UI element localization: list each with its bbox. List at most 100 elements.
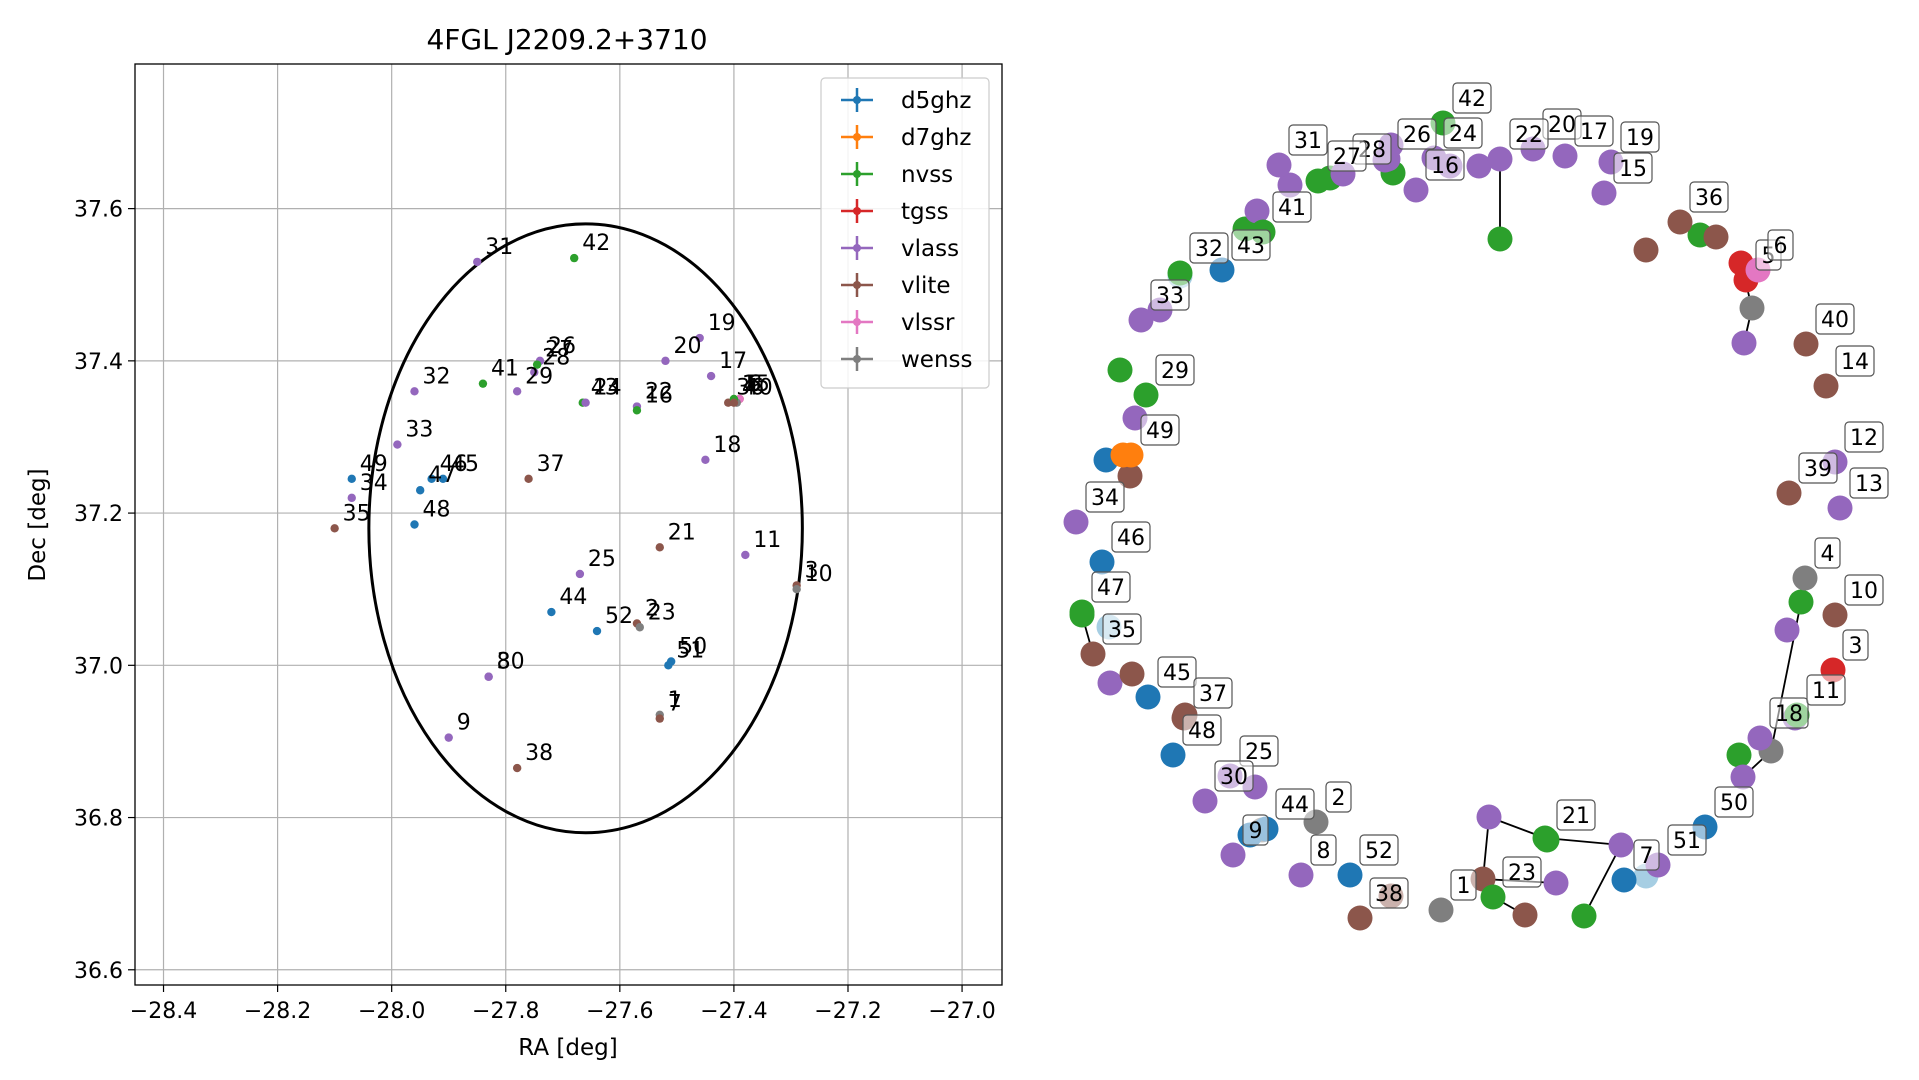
network-label-8: 8	[1310, 834, 1337, 866]
network-label-box	[1397, 118, 1437, 150]
network-label-9: 9	[1242, 814, 1269, 846]
network-label-text: 48	[1188, 719, 1216, 744]
network-label-box	[1574, 115, 1614, 147]
network-label-box	[1667, 824, 1707, 856]
point-label-27: 27	[545, 338, 573, 363]
legend-label: vlite	[901, 273, 951, 299]
network-label-46: 46	[1111, 521, 1151, 553]
network-node-31	[1266, 152, 1292, 178]
network-label-text: 51	[1673, 829, 1701, 854]
point-label-5: 5	[748, 372, 762, 397]
network-label-37: 37	[1193, 677, 1233, 709]
legend-marker	[853, 207, 861, 215]
data-point-33	[393, 440, 402, 449]
network-node-21	[1534, 827, 1560, 853]
x-tick-label: −27.2	[814, 999, 881, 1024]
network-label-2: 2	[1325, 781, 1352, 813]
network-node-27	[1305, 168, 1331, 194]
network-label-34: 34	[1085, 481, 1125, 513]
legend-marker	[853, 170, 861, 178]
network-node-49	[1118, 442, 1144, 468]
data-point-16	[632, 406, 642, 415]
point-label-48: 48	[422, 498, 450, 523]
network-node-29	[1133, 382, 1159, 408]
network-label-22: 22	[1509, 118, 1549, 150]
network-label-31: 31	[1288, 124, 1328, 156]
legend-marker	[853, 244, 861, 252]
legend-entry-d7ghz: d7ghz	[841, 125, 971, 151]
network-node-34	[1063, 509, 1089, 535]
point-label-35: 35	[343, 501, 371, 526]
network-label-7: 7	[1633, 839, 1660, 871]
legend-marker	[853, 96, 861, 104]
point-label-30: 30	[497, 650, 525, 675]
point-label-2: 2	[645, 596, 659, 621]
legend: d5ghz d7ghz nvss tgss vlass vlite vlssr wenss	[820, 77, 990, 389]
network-label-text: 40	[1821, 308, 1849, 333]
data-point-45	[438, 474, 448, 484]
point-label-45: 45	[451, 452, 479, 477]
network-node	[1107, 357, 1133, 383]
point-label-24: 24	[594, 376, 622, 401]
network-node	[1117, 463, 1143, 489]
legend-label: d7ghz	[901, 125, 971, 151]
point-label-46: 46	[440, 452, 468, 477]
legend-entry-nvss: nvss	[841, 162, 953, 188]
network-label-box	[1091, 571, 1131, 603]
network-node-40	[1793, 331, 1819, 357]
data-points	[330, 253, 801, 773]
network-label-text: 4	[1821, 542, 1835, 567]
data-point-23	[635, 623, 644, 632]
network-label-14: 14	[1835, 345, 1875, 377]
data-point-44	[547, 607, 556, 617]
network-label-21: 21	[1556, 799, 1596, 831]
y-tick-label: 36.6	[74, 959, 123, 984]
network-label-text: 38	[1375, 882, 1403, 907]
network-label-text: 33	[1156, 284, 1184, 309]
network-label-box	[1633, 839, 1660, 871]
network-label-30: 30	[1214, 760, 1254, 792]
data-point-47	[415, 486, 425, 495]
network-label-4: 4	[1814, 537, 1841, 569]
network-label-box	[1189, 232, 1229, 264]
network-node	[1730, 764, 1756, 790]
network-label-box	[1310, 834, 1337, 866]
network-label-33: 33	[1150, 279, 1190, 311]
network-label-text: 50	[1720, 791, 1748, 816]
data-point-48	[410, 520, 419, 529]
network-label-box	[1325, 781, 1352, 813]
data-point-24	[581, 398, 590, 407]
network-label-box	[1842, 629, 1869, 661]
network-node-39	[1776, 480, 1802, 506]
point-label-6: 6	[748, 372, 762, 397]
point-label-51: 51	[676, 638, 704, 663]
network-label-text: 20	[1548, 113, 1576, 138]
confidence-ellipse	[367, 222, 804, 835]
network-label-10: 10	[1844, 574, 1884, 606]
network-node	[1512, 902, 1538, 928]
grid	[135, 64, 1002, 985]
network-node-7	[1611, 867, 1637, 893]
point-label-47: 47	[428, 463, 456, 488]
network-node	[1097, 670, 1123, 696]
legend-label: d5ghz	[901, 88, 971, 114]
network-label-39: 39	[1798, 452, 1838, 484]
network-node-45	[1135, 684, 1161, 710]
network-label-box	[1239, 735, 1279, 767]
data-point-8	[484, 672, 493, 681]
x-tick-label: −27.8	[472, 999, 539, 1024]
network-label-box	[1814, 537, 1841, 569]
network-label-38: 38	[1369, 877, 1409, 909]
network-label-3: 3	[1842, 629, 1869, 661]
network-label-box	[1835, 345, 1875, 377]
network-label-text: 3	[1849, 634, 1863, 659]
network-node-10	[1822, 602, 1848, 628]
network-label-box	[1369, 877, 1409, 909]
network-node-43	[1209, 257, 1235, 283]
network-label-box	[1155, 354, 1195, 386]
legend-label: vlssr	[901, 310, 955, 336]
